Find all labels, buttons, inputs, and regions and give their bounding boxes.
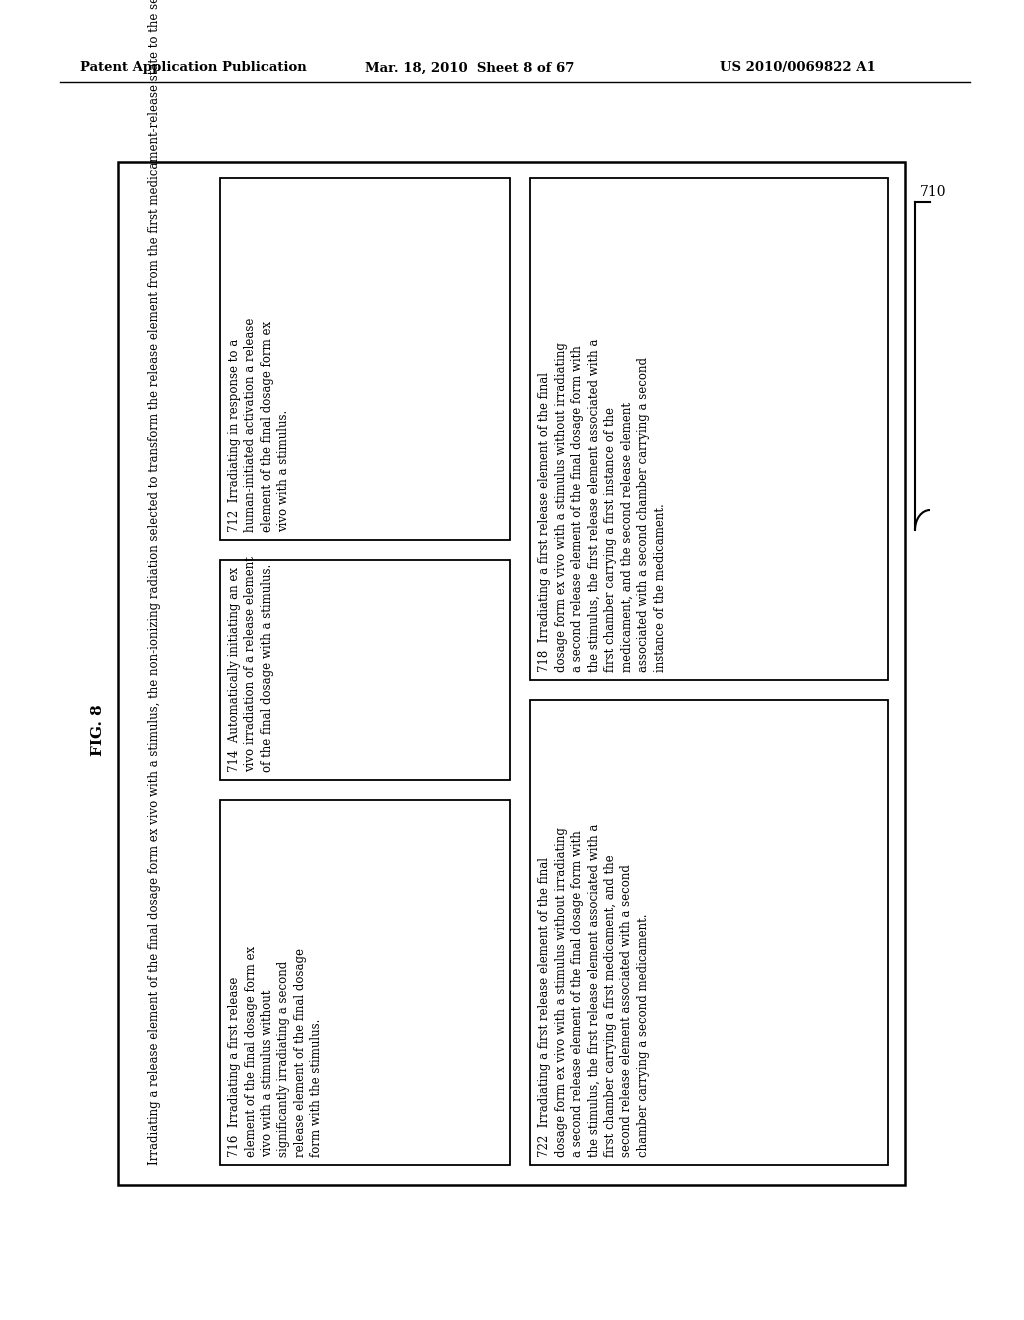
Text: 722  Irradiating a first release element of the final
dosage form ex vivo with a: 722 Irradiating a first release element … bbox=[538, 824, 650, 1158]
Text: US 2010/0069822 A1: US 2010/0069822 A1 bbox=[720, 62, 876, 74]
Text: Irradiating a release element of the final dosage form ex vivo with a stimulus, : Irradiating a release element of the fin… bbox=[148, 0, 161, 1166]
Text: 714  Automatically initiating an ex
vivo irradiation of a release element
of the: 714 Automatically initiating an ex vivo … bbox=[228, 556, 274, 772]
FancyBboxPatch shape bbox=[220, 800, 510, 1166]
Text: Mar. 18, 2010  Sheet 8 of 67: Mar. 18, 2010 Sheet 8 of 67 bbox=[365, 62, 574, 74]
Text: 712  Irradiating in response to a
human-initiated activation a release
element o: 712 Irradiating in response to a human-i… bbox=[228, 318, 291, 532]
Text: 718  Irradiating a first release element of the final
dosage form ex vivo with a: 718 Irradiating a first release element … bbox=[538, 339, 667, 672]
Text: 716  Irradiating a first release
element of the final dosage form ex
vivo with a: 716 Irradiating a first release element … bbox=[228, 946, 324, 1158]
FancyBboxPatch shape bbox=[220, 560, 510, 780]
Text: FIG. 8: FIG. 8 bbox=[91, 704, 105, 756]
FancyBboxPatch shape bbox=[530, 700, 888, 1166]
FancyBboxPatch shape bbox=[118, 162, 905, 1185]
Text: 710: 710 bbox=[920, 185, 946, 199]
FancyBboxPatch shape bbox=[530, 178, 888, 680]
FancyBboxPatch shape bbox=[220, 178, 510, 540]
Text: Patent Application Publication: Patent Application Publication bbox=[80, 62, 307, 74]
